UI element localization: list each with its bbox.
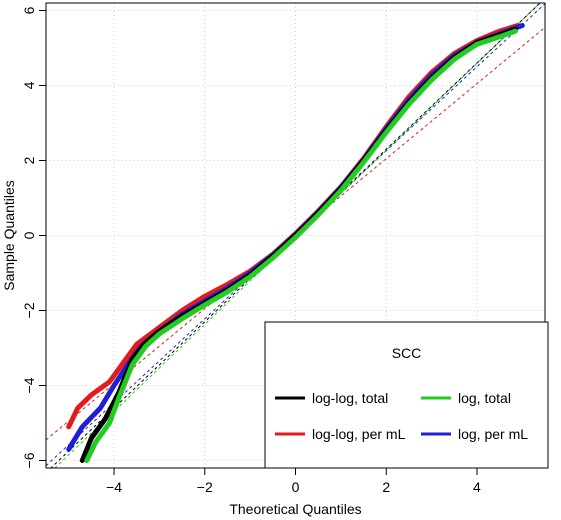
x-tick-label: −4 [106,479,122,495]
data-point [134,342,139,347]
data-point [339,188,343,193]
data-point [130,363,134,367]
data-point [89,393,94,397]
data-point [107,379,112,384]
data-point [271,256,275,260]
data-point [116,396,121,401]
data-point [180,316,184,321]
legend-label: log-log, total [312,390,388,406]
data-point [112,383,116,388]
legend-entry: log-log, per mL [275,426,406,442]
legend-entry: log, total [421,390,511,406]
data-point [452,57,457,62]
legend-label: log-log, per mL [312,426,406,442]
data-point [144,344,148,348]
data-point [103,417,107,422]
data-point [225,289,230,294]
data-point [384,130,389,135]
data-point [429,78,434,82]
y-tick-label: −6 [21,452,37,468]
legend: SCC log-log, total log, total log-log, per… [264,321,549,469]
legend-entry: log-log, total [275,390,388,406]
legend-label: log, total [458,390,511,406]
data-point [202,294,207,299]
series-log-total [84,28,518,463]
x-tick-label: 4 [473,479,481,495]
data-point [520,23,525,28]
data-point [293,235,298,240]
y-tick-label: −2 [21,302,37,318]
data-point [89,436,94,440]
y-tick-label: −4 [21,377,37,393]
y-tick-label: 6 [21,6,37,14]
data-point [475,42,479,47]
y-tick-label: 0 [21,231,37,239]
legend-box [264,321,549,469]
data-point [497,34,502,39]
legend-entry: log, per mL [421,426,528,442]
x-axis: −4 −2 0 2 4 [106,468,481,495]
data-point [361,160,366,165]
reference-line [46,3,545,467]
data-point [98,406,103,410]
data-point [94,439,98,444]
y-axis: −6 −4 −2 0 2 4 6 [21,6,46,468]
data-point [121,361,125,365]
data-point [66,447,71,452]
x-tick-label: −2 [197,479,213,495]
data-point [80,424,85,429]
data-point [513,29,518,33]
y-tick-label: 2 [21,156,37,164]
legend-title: SCC [392,345,422,361]
data-point [202,303,207,307]
x-tick-label: 2 [382,479,390,495]
data-point [85,458,89,463]
data-point [157,331,162,336]
y-tick-label: 4 [21,81,37,89]
x-tick-label: 0 [292,479,300,495]
legend-entries: log-log, total log, total log-log, per mL l… [275,390,528,442]
y-axis-label: Sample Quantiles [1,180,17,291]
data-point [407,102,411,107]
x-axis-label: Theoretical Quantiles [229,501,361,517]
data-point [66,424,71,429]
data-point [316,213,320,217]
series-layer [66,23,525,463]
legend-label: log, per mL [458,426,528,442]
data-point [107,421,112,425]
data-point [80,458,85,463]
reference-line [54,3,541,468]
data-point [248,274,252,279]
data-point [75,406,80,410]
